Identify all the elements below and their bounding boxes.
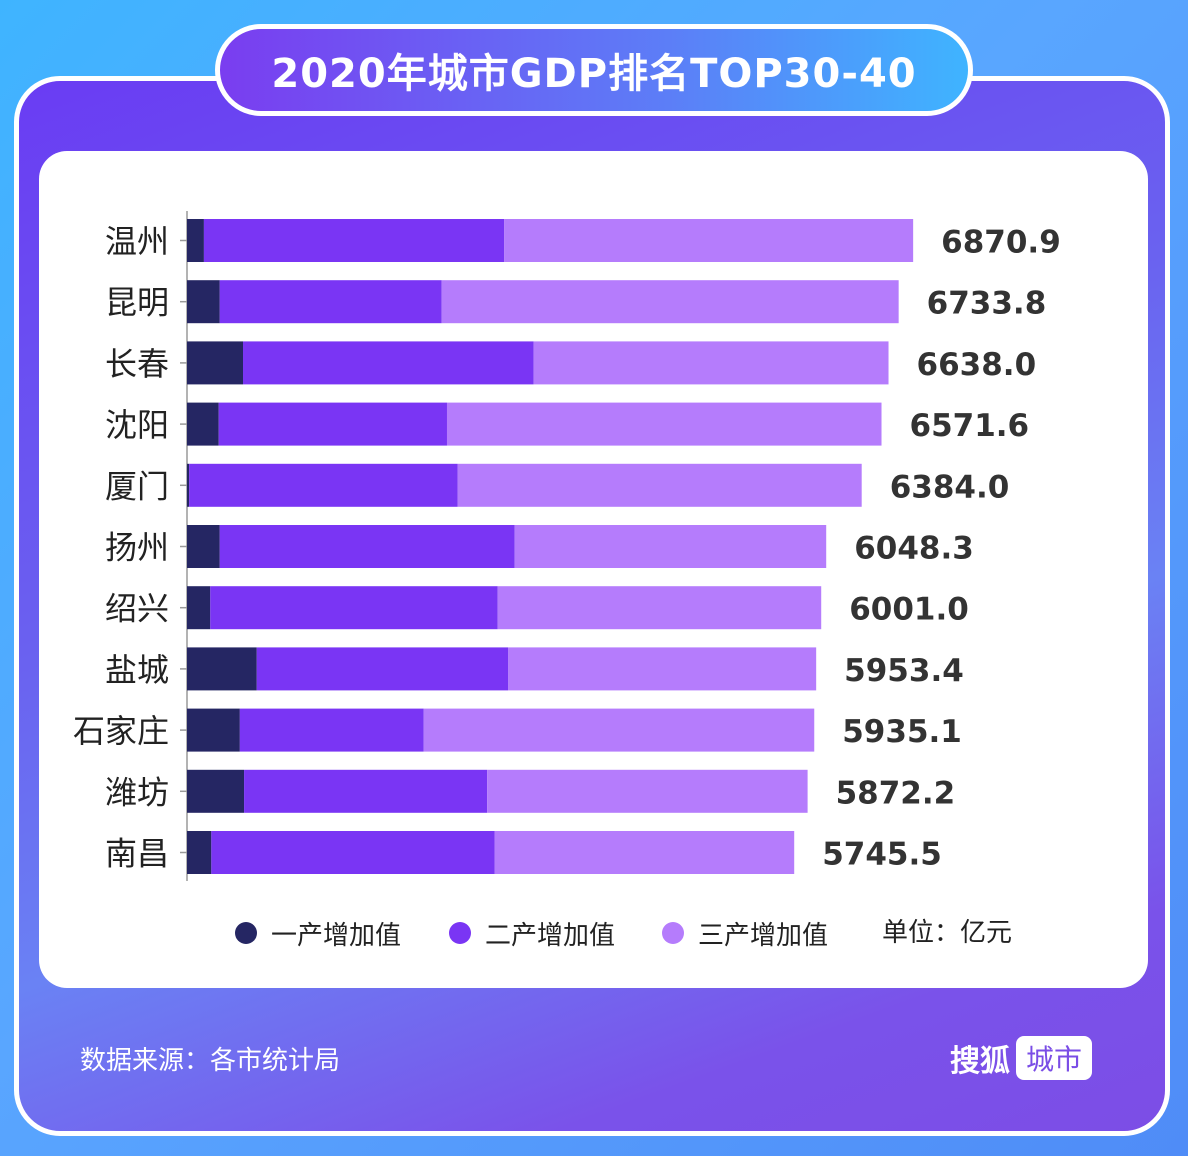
- brand-tag: 城市: [1016, 1036, 1093, 1080]
- brand-logo: 搜狐 城市: [950, 1036, 1093, 1080]
- total-value-label: 6001.0: [849, 592, 969, 628]
- brand-name: 搜狐: [950, 1044, 1010, 1079]
- unit-label: 单位：亿元: [882, 918, 1013, 948]
- bar-segment-secondary: [210, 586, 498, 630]
- total-value-label: 5953.4: [844, 653, 964, 689]
- legend-label-primary: 一产增加值: [271, 920, 402, 951]
- category-label: 潍坊: [105, 773, 169, 811]
- legend-label-secondary: 二产增加值: [485, 920, 616, 951]
- category-label: 沈阳: [105, 406, 169, 444]
- bar-segment-tertiary: [423, 708, 815, 752]
- bar-segment-primary: [187, 219, 204, 262]
- category-label: 盐城: [105, 651, 169, 689]
- total-value-label: 6733.8: [927, 286, 1047, 322]
- bar-segment-tertiary: [514, 525, 827, 568]
- legend-item-tertiary: 三产增加值: [662, 913, 828, 953]
- legend-swatch-tertiary: [662, 922, 684, 944]
- total-value-label: 6048.3: [854, 531, 974, 567]
- legend-item-primary: 一产增加值: [235, 913, 401, 953]
- category-label: 绍兴: [105, 590, 169, 628]
- category-label: 昆明: [105, 284, 169, 322]
- bar-segment-tertiary: [533, 341, 889, 385]
- legend: 一产增加值 二产增加值 三产增加值 单位：亿元: [39, 913, 1148, 953]
- bar-segment-secondary: [218, 402, 447, 446]
- bar-segment-secondary: [219, 280, 442, 324]
- data-source: 数据来源：各市统计局: [80, 1046, 341, 1076]
- total-value-label: 5872.2: [836, 775, 956, 811]
- bar-segment-tertiary: [457, 463, 862, 507]
- bar-segment-secondary: [256, 647, 509, 691]
- bar-segment-primary: [187, 463, 190, 507]
- bar-segment-secondary: [244, 769, 488, 813]
- total-value-label: 6870.9: [941, 225, 1061, 261]
- bar-segment-primary: [187, 647, 257, 691]
- legend-item-secondary: 二产增加值: [449, 913, 615, 953]
- bar-segment-secondary: [219, 525, 515, 568]
- chart-card: 温州 6870.9 昆明 6733.8 长春 6638.0 沈阳 6571.6 厦门 6384.0…: [39, 151, 1148, 988]
- legend-swatch-primary: [235, 922, 257, 944]
- bar-segment-primary: [187, 280, 220, 324]
- category-label: 扬州: [105, 529, 169, 567]
- total-value-label: 5935.1: [842, 714, 962, 750]
- bar-segment-primary: [187, 708, 240, 752]
- bar-segment-primary: [187, 586, 211, 630]
- bar-segment-primary: [187, 831, 212, 874]
- bar-segment-tertiary: [446, 402, 882, 446]
- category-label: 石家庄: [73, 712, 169, 750]
- total-value-label: 6571.6: [910, 408, 1030, 444]
- legend-label-tertiary: 三产增加值: [698, 920, 829, 951]
- bar-segment-tertiary: [504, 219, 914, 262]
- total-value-label: 5745.5: [822, 837, 942, 873]
- bar-segment-tertiary: [494, 831, 795, 874]
- bar-segment-secondary: [189, 463, 458, 507]
- bar-segment-tertiary: [441, 280, 899, 324]
- bar-segment-tertiary: [497, 586, 822, 630]
- bar-segment-secondary: [239, 708, 424, 752]
- bar-segment-secondary: [203, 219, 505, 262]
- title-banner: 2020年城市GDP排名TOP30-40: [215, 24, 973, 116]
- legend-swatch-secondary: [449, 922, 471, 944]
- bar-segment-primary: [187, 525, 220, 568]
- bar-segment-secondary: [211, 831, 495, 874]
- category-label: 长春: [105, 345, 169, 383]
- bar-segment-primary: [187, 402, 219, 446]
- stacked-bar-chart: 温州 6870.9 昆明 6733.8 长春 6638.0 沈阳 6571.6 厦门 6384.0…: [73, 211, 1061, 881]
- category-label: 厦门: [105, 467, 169, 505]
- bar-segment-primary: [187, 341, 244, 385]
- bar-segment-tertiary: [508, 647, 817, 691]
- category-label: 南昌: [105, 835, 169, 873]
- bar-segment-tertiary: [487, 769, 808, 813]
- category-label: 温州: [105, 223, 169, 261]
- total-value-label: 6384.0: [890, 469, 1010, 505]
- bar-segment-secondary: [243, 341, 534, 385]
- bar-segment-primary: [187, 769, 245, 813]
- total-value-label: 6638.0: [917, 347, 1037, 383]
- chart-title: 2020年城市GDP排名TOP30-40: [271, 51, 917, 97]
